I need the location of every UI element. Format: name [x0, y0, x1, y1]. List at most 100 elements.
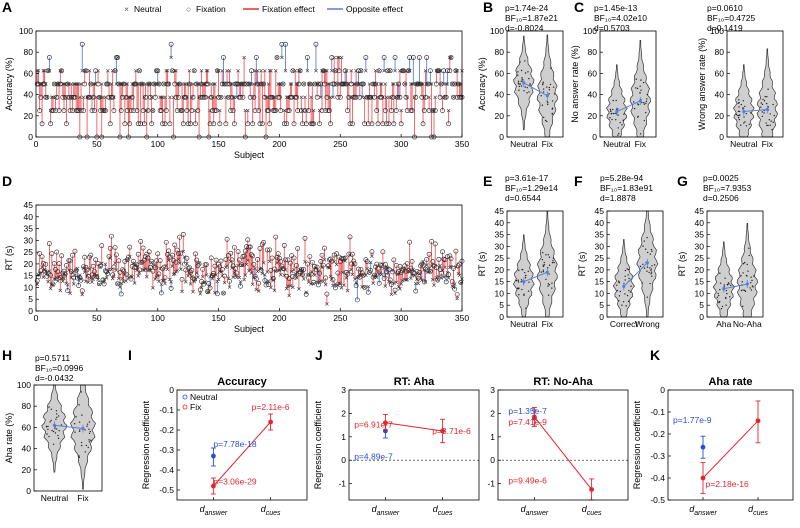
x-label-cues: dcues [582, 504, 602, 517]
panel-k-ytick-label: -0.1 [650, 407, 665, 417]
neutral-marker [152, 82, 156, 86]
fixation-marker [389, 108, 394, 113]
fixation-marker [350, 251, 355, 257]
violin-dot [626, 294, 629, 297]
stats-g: p=0.0025 BF₁₀=7.9353 d=0.2506 [703, 173, 751, 203]
stats-e-p: p=3.61e-17 [505, 173, 549, 183]
mean-line [623, 262, 648, 287]
fixation-marker [74, 108, 80, 113]
violin-dot [618, 295, 621, 297]
violin-dot [48, 435, 50, 438]
fixation-marker [82, 254, 88, 260]
fixation-marker [267, 121, 273, 127]
fixation-marker [211, 121, 217, 127]
panel-letter-f: F [574, 173, 583, 189]
mean-marker [615, 109, 619, 114]
panel-d-ytick-label: 40 [24, 212, 34, 222]
neutral-marker [402, 82, 407, 86]
fixation-marker [37, 251, 43, 256]
panel-e-ytick-label: 45 [495, 206, 505, 216]
neutral-marker [230, 266, 234, 270]
violin-dot [617, 114, 619, 116]
neutral-marker [131, 82, 136, 86]
violin-dot [542, 270, 545, 273]
neutral-marker [137, 68, 142, 73]
fixation-marker [274, 55, 280, 60]
stats-f-p: p=5.28e-94 [600, 173, 644, 183]
fixation-marker [184, 108, 190, 113]
fixation-marker [359, 270, 365, 276]
panel-g-ytick-label: 5 [699, 300, 704, 310]
neutral-marker [74, 268, 78, 273]
fixation-marker [161, 81, 167, 87]
fixation-marker [398, 121, 404, 127]
fixation-marker [368, 94, 374, 100]
neutral-marker [398, 286, 402, 291]
category-label: Wrong [635, 319, 660, 329]
neutral-marker [353, 277, 357, 281]
legend-label-fixation: Fixation [196, 4, 226, 14]
violin-dot [547, 267, 549, 269]
neutral-marker [193, 277, 198, 281]
violin-dot [743, 289, 746, 292]
panel-h-frame [33, 384, 103, 492]
neutral-marker [142, 95, 147, 100]
fixation-marker [90, 263, 96, 269]
neutral-marker [172, 272, 177, 276]
panel-e-ytick-label: 25 [495, 253, 505, 263]
x-label-answer: danswer [521, 504, 549, 517]
neutral-marker [343, 259, 347, 263]
violin-dot [553, 93, 556, 95]
x-label-answer: danswer [200, 504, 228, 517]
fixation-marker [59, 253, 64, 259]
panel-g-ytick-label: 0 [699, 312, 704, 322]
fixation-marker [250, 121, 256, 127]
panel-a-legend: × Neutral ○ Fixation Fixation effect Opp… [124, 4, 404, 14]
panel-i-ylabel: Regression coefficient [141, 400, 151, 489]
neutral-marker [58, 288, 63, 293]
violin-dot [548, 264, 551, 266]
neutral-marker [56, 279, 60, 283]
panel-e: Neutral Fix [510, 211, 558, 329]
neutral-marker [269, 285, 273, 290]
fixation-marker [218, 258, 224, 264]
fixation-marker [393, 108, 399, 113]
neutral-marker [165, 267, 170, 272]
neutral-marker [435, 277, 440, 282]
stats-e-bf: BF₁₀=1.29e14 [505, 183, 558, 193]
x-label-cues: dcues [261, 504, 281, 517]
category-label: Fix [77, 493, 89, 503]
fixation-marker [300, 272, 305, 278]
mean-marker [742, 109, 746, 114]
fixation-marker [291, 121, 297, 127]
neutral-marker [116, 276, 121, 281]
neutral-marker [225, 264, 229, 269]
fixation-marker [106, 254, 112, 259]
fixation-marker [124, 108, 130, 113]
mean-marker [522, 280, 526, 284]
fixation-marker [253, 55, 259, 60]
violin-dot [628, 277, 630, 280]
panel-g-ylabel: RT (s) [677, 252, 687, 277]
neutral-marker [389, 292, 394, 297]
fixation-marker [451, 266, 456, 271]
violin-dot [56, 416, 58, 418]
point-neutral [700, 444, 706, 450]
violin-dot [547, 102, 549, 104]
panel-g-ytick-label: 40 [695, 218, 705, 228]
fixation-marker [244, 244, 249, 249]
legend-label-opposite-effect: Opposite effect [346, 4, 404, 14]
neutral-marker [393, 68, 397, 73]
panel-k-ytick-label: -0.3 [650, 451, 665, 461]
fixation-marker [287, 260, 293, 266]
panel-j1-ytick-label: 0 [341, 455, 346, 465]
violin-dot [750, 282, 752, 284]
neutral-marker [171, 95, 176, 100]
fixation-marker [345, 271, 350, 277]
violin-dot [617, 108, 619, 110]
panel-f-ytick-label: 40 [595, 218, 605, 228]
fixation-marker [218, 94, 224, 100]
fixation-marker [238, 94, 243, 100]
fixation-marker [290, 274, 296, 279]
fixation-marker [441, 68, 447, 74]
